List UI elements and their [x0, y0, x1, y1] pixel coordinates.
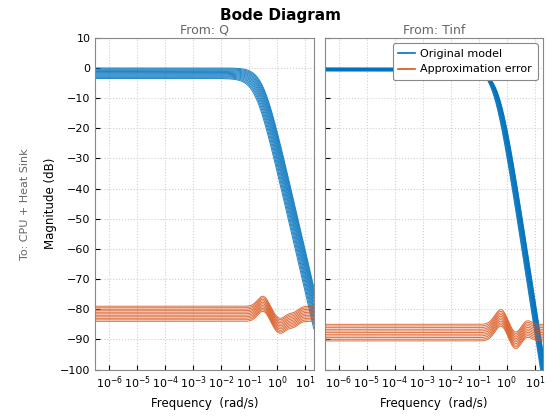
Legend: Original model, Approximation error: Original model, Approximation error — [393, 43, 538, 80]
Text: To: CPU + Heat Sink: To: CPU + Heat Sink — [20, 148, 30, 260]
Y-axis label: Magnitude (dB): Magnitude (dB) — [44, 158, 57, 249]
X-axis label: Frequency  (rad/s): Frequency (rad/s) — [380, 396, 488, 410]
X-axis label: Frequency  (rad/s): Frequency (rad/s) — [151, 396, 258, 410]
Text: Bode Diagram: Bode Diagram — [220, 8, 340, 24]
Title: From: Q: From: Q — [180, 24, 229, 37]
Title: From: Tinf: From: Tinf — [403, 24, 465, 37]
